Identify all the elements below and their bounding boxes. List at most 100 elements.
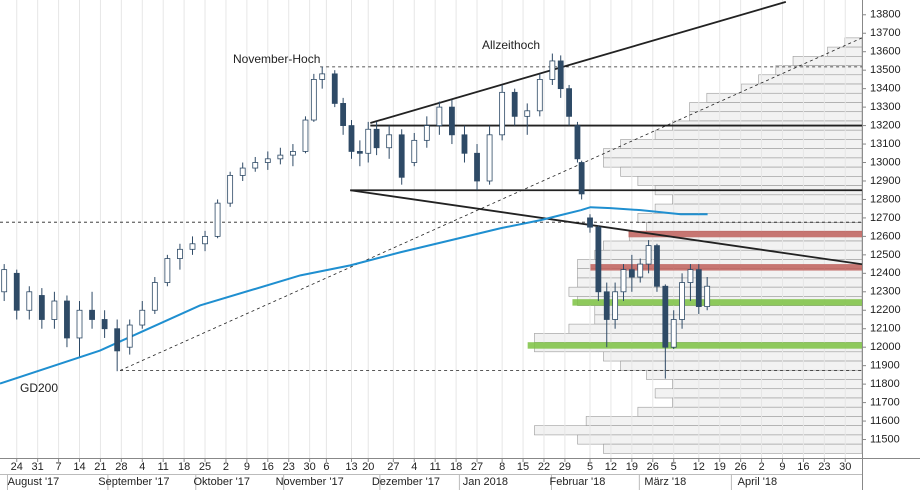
y-tick-label: 13200: [870, 119, 901, 131]
volume-profile-bar: [585, 416, 863, 426]
volume-profile-bar: [654, 388, 863, 399]
volume-profile-bar: [534, 425, 863, 436]
candle-body: [662, 285, 669, 348]
candle-body: [499, 91, 506, 136]
y-tick-label: 12300: [870, 286, 901, 298]
volume-profile-bar: [534, 333, 863, 343]
volume-profile-bar: [637, 213, 863, 223]
y-tick-label: 13300: [870, 101, 901, 113]
moving-average: [580, 206, 708, 216]
candle-body: [679, 282, 685, 320]
candle-body: [654, 245, 660, 287]
candle-body: [114, 328, 121, 352]
candle-body: [101, 319, 108, 330]
candle-body: [578, 162, 585, 195]
x-tick-label: 25: [199, 461, 211, 473]
candle-body: [566, 88, 572, 117]
x-tick-label: 4: [139, 461, 145, 473]
y-tick-label: 13600: [870, 46, 901, 58]
candle-body: [214, 202, 221, 237]
candle-body: [227, 175, 234, 204]
candle-body: [574, 125, 581, 160]
candle-body: [26, 291, 33, 311]
month-label: Dezember '17: [372, 476, 440, 488]
candle-body: [557, 60, 564, 90]
y-tick-label: 12100: [870, 323, 901, 335]
volume-profile-bar: [758, 74, 863, 85]
candle-body: [252, 162, 259, 169]
candle-body: [89, 309, 95, 320]
y-tick-label: 12000: [870, 341, 901, 353]
month-label: Oktober '17: [194, 476, 251, 488]
volume-profile-bar: [654, 129, 863, 140]
candle-body: [76, 309, 83, 339]
y-tick-label: 12800: [870, 193, 901, 205]
candle-body: [13, 272, 20, 311]
candle-body: [620, 269, 627, 293]
candle-body: [319, 73, 326, 80]
candle-body: [587, 217, 593, 228]
moving-average-label: GD200: [20, 381, 58, 395]
candle-body: [365, 128, 372, 154]
y-tick-label: 13500: [870, 64, 901, 76]
volume-profile-bar: [603, 443, 863, 454]
candle-body: [277, 154, 284, 160]
x-tick-label: 2: [759, 461, 765, 473]
candle-body: [511, 91, 518, 117]
x-tick-label: 4: [411, 461, 417, 473]
candle-body: [340, 103, 347, 126]
candle-body: [1, 269, 8, 293]
x-tick-label: 22: [538, 461, 550, 473]
x-tick-label: 13: [345, 461, 357, 473]
x-tick-label: 19: [714, 461, 726, 473]
candle-body: [398, 134, 405, 178]
x-tick-label: 24: [11, 461, 23, 473]
x-tick-label: 26: [647, 461, 659, 473]
candle-body: [612, 291, 619, 320]
y-tick-label: 13400: [870, 83, 901, 95]
candle-body: [449, 106, 455, 136]
x-tick-label: 11: [157, 461, 168, 473]
volume-profile-bar: [594, 314, 863, 325]
candle-body: [348, 125, 355, 152]
volume-profile-bar: [706, 92, 863, 103]
candle-body: [151, 282, 158, 311]
volume-profile-bar: [741, 83, 863, 94]
candle-body: [189, 243, 196, 250]
x-tick-label: 7: [56, 461, 62, 473]
x-tick-label: 28: [115, 461, 127, 473]
volume-profile-bar: [568, 323, 863, 334]
month-label: April '18: [738, 476, 777, 488]
x-tick-label: 26: [735, 461, 747, 473]
candle-body: [687, 269, 694, 283]
annotation: November-Hoch: [233, 52, 320, 66]
volume-profile-bar: [603, 148, 863, 159]
x-tick-label: 19: [626, 461, 638, 473]
candle-body: [524, 110, 531, 117]
candle-body: [486, 134, 493, 182]
candle-body: [549, 60, 556, 80]
volume-profile-bar: [603, 351, 863, 362]
x-tick-label: 30: [839, 461, 851, 473]
trend-line: [350, 189, 863, 266]
candle-body: [177, 248, 183, 259]
candle-body: [474, 152, 480, 182]
candle-body: [695, 269, 702, 307]
x-tick-label: 29: [559, 461, 571, 473]
volume-profile-bar: [689, 102, 863, 113]
x-tick-label: 5: [671, 461, 677, 473]
volume-profile-bar: [672, 194, 863, 205]
month-label: Februar '18: [549, 476, 605, 488]
candle-body: [628, 269, 635, 278]
y-tick-label: 12500: [870, 249, 901, 261]
x-tick-label: 18: [450, 461, 462, 473]
month-label: September '17: [98, 476, 169, 488]
month-label: März '18: [644, 476, 686, 488]
volume-profile-bar: [646, 222, 863, 233]
x-tick-label: 11: [429, 461, 440, 473]
y-tick-label: 13700: [870, 27, 901, 39]
y-tick-label: 13000: [870, 156, 901, 168]
y-tick-label: 13100: [870, 138, 901, 150]
x-tick-label: 31: [32, 461, 44, 473]
x-tick-label: 27: [471, 461, 483, 473]
